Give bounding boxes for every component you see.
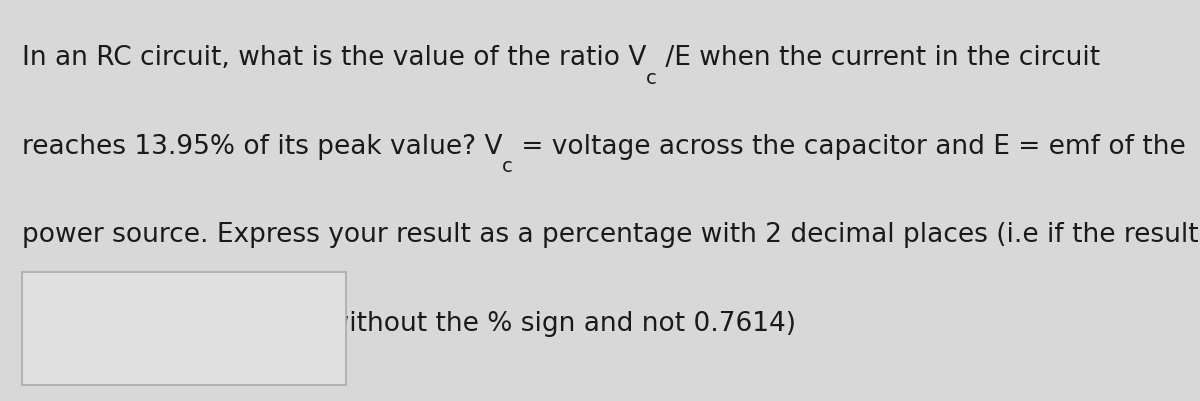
FancyBboxPatch shape [22,273,346,385]
Text: = voltage across the capacitor and E = emf of the: = voltage across the capacitor and E = e… [512,134,1186,159]
Text: c: c [502,157,512,176]
Text: is 76.14 % write 76.14 without the % sign and not 0.7614): is 76.14 % write 76.14 without the % sig… [22,310,796,336]
Text: power source. Express your result as a percentage with 2 decimal places (i.e if : power source. Express your result as a p… [22,222,1199,247]
Text: reaches 13.95% of its peak value? V: reaches 13.95% of its peak value? V [22,134,502,159]
Text: /E when the current in the circuit: /E when the current in the circuit [656,45,1100,71]
Text: In an RC circuit, what is the value of the ratio V: In an RC circuit, what is the value of t… [22,45,646,71]
Text: c: c [646,69,656,88]
